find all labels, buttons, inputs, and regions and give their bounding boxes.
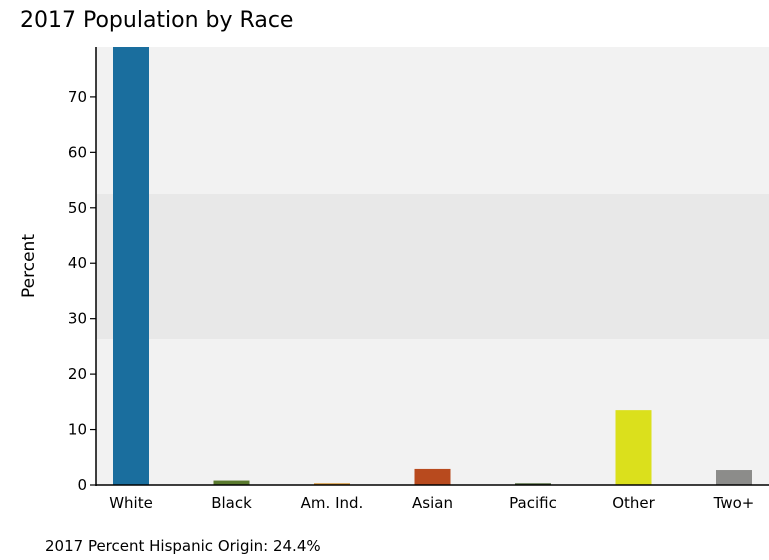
y-tick-label: 70 (68, 88, 87, 106)
x-tick-label: Black (211, 494, 252, 512)
y-tick-label: 60 (68, 143, 87, 161)
bar-two (716, 470, 752, 485)
x-tick-label: Two+ (713, 494, 755, 512)
y-tick-label: 10 (68, 421, 87, 439)
chart-title: 2017 Population by Race (20, 8, 294, 33)
x-tick-label: Asian (412, 494, 453, 512)
bar-am-ind (314, 483, 350, 485)
x-tick-label: Other (612, 494, 655, 512)
bar-white (113, 47, 149, 485)
y-ticks-group: 0 10 20 30 40 50 60 70 (68, 88, 96, 494)
axes-group (95, 47, 769, 486)
bars-group (113, 47, 752, 485)
hispanic-origin-note: 2017 Percent Hispanic Origin: 24.4% (45, 537, 321, 555)
x-tick-label: Pacific (509, 494, 557, 512)
y-tick-label: 40 (68, 254, 87, 272)
x-tick-label: Am. Ind. (301, 494, 364, 512)
y-tick-label: 0 (77, 476, 87, 494)
plot-background (96, 47, 769, 485)
bar-other (615, 410, 652, 485)
plot-band (96, 194, 769, 339)
bar-black (213, 480, 250, 485)
bar-pacific (515, 483, 551, 485)
y-axis-title: Percent (19, 234, 39, 298)
y-tick-label: 20 (68, 365, 87, 383)
x-tick-label: White (109, 494, 153, 512)
bar-asian (414, 468, 451, 485)
y-tick-label: 30 (68, 310, 87, 328)
x-ticks-group: White Black Am. Ind. Asian Pacific Other Two+ (109, 494, 754, 512)
y-tick-label: 50 (68, 199, 87, 217)
